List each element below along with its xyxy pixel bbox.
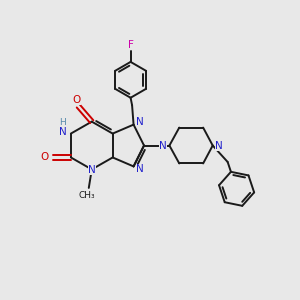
Text: N: N — [215, 140, 223, 151]
Text: H: H — [59, 118, 66, 127]
Text: CH₃: CH₃ — [79, 191, 96, 200]
Text: O: O — [73, 94, 81, 104]
Text: F: F — [128, 40, 134, 50]
Text: N: N — [88, 165, 96, 175]
Text: O: O — [40, 152, 49, 163]
Text: N: N — [136, 164, 144, 174]
Text: N: N — [136, 117, 144, 127]
Text: N: N — [58, 128, 66, 137]
Text: N: N — [159, 140, 167, 151]
